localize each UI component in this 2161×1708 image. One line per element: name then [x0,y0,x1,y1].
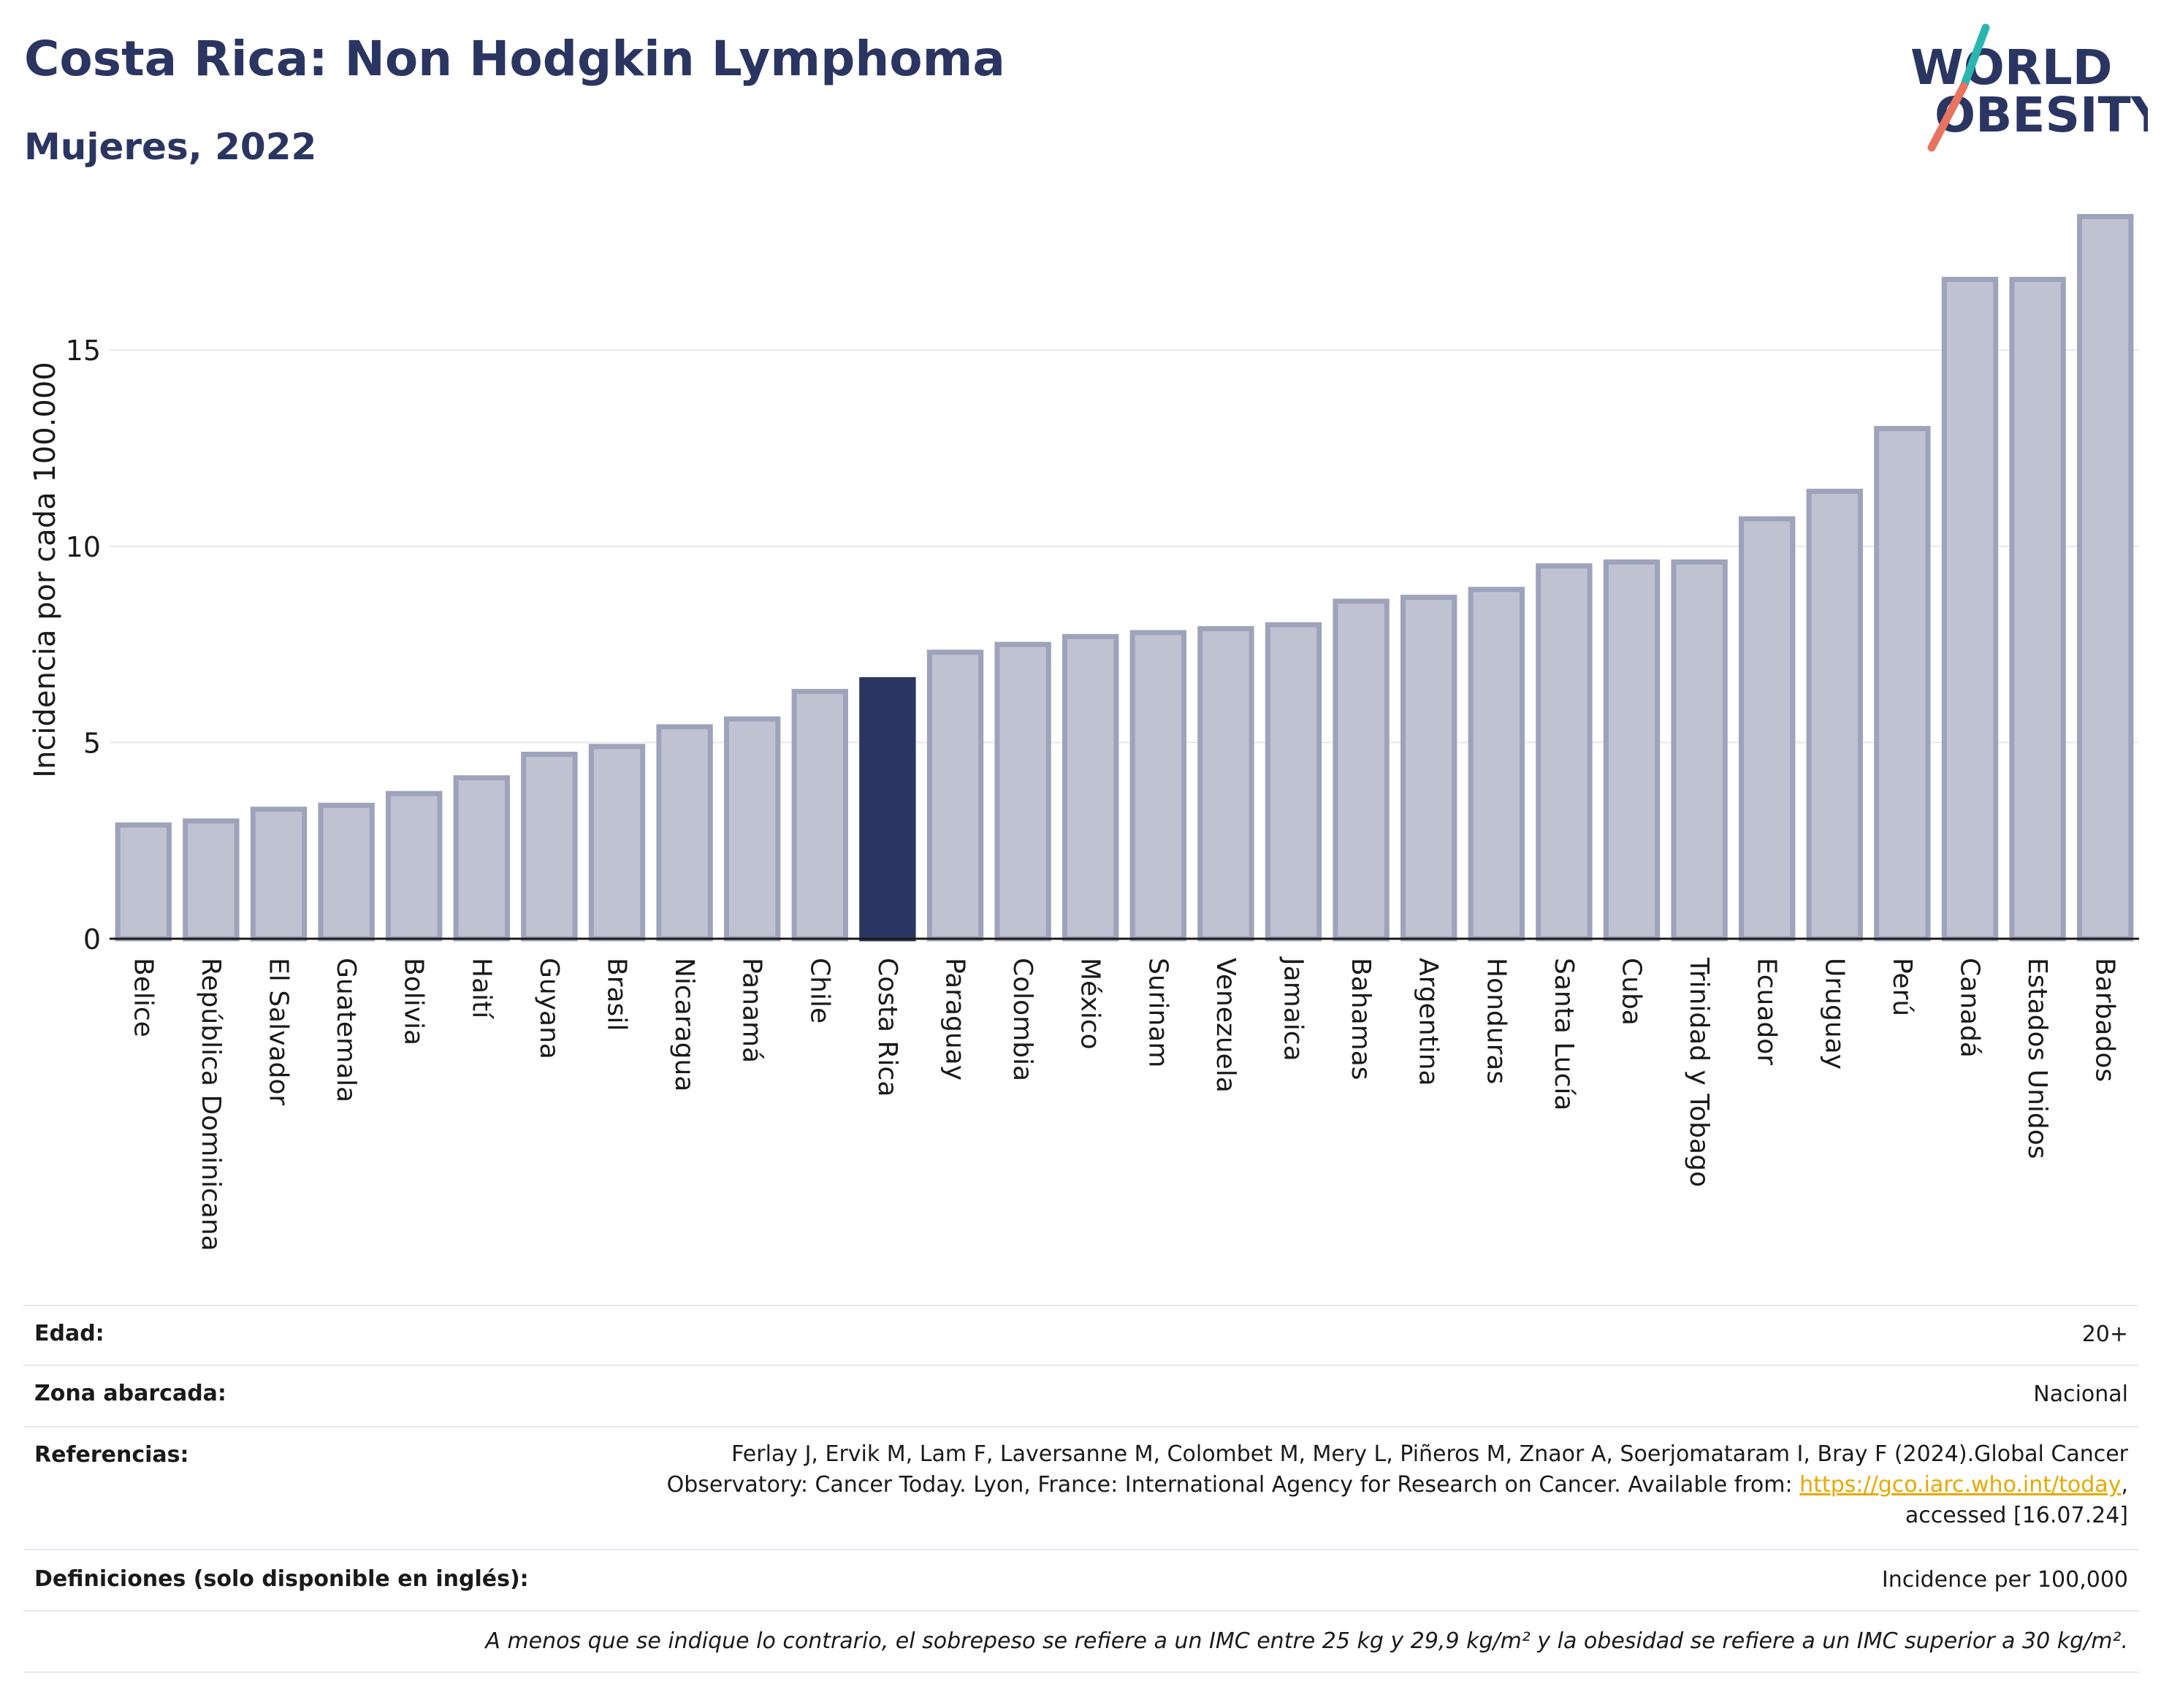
ref-line-2: Observatory: Cancer Today. Lyon, France:… [667,1470,2128,1501]
bar-costa-rica [859,676,916,942]
edad-label: Edad: [34,1321,104,1346]
x-tick-label: Haití [466,958,496,1019]
definiciones-value: Incidence per 100,000 [1881,1567,2128,1593]
definiciones-label: Definiciones (solo disponible en inglés)… [34,1566,529,1592]
bar-paraguay [926,649,984,942]
page-title: Costa Rica: Non Hodgkin Lymphoma [24,31,1005,87]
info-row-note: A menos que se indique lo contrario, el … [23,1612,2139,1673]
bar-nicaragua [656,724,713,942]
bar-brasil [588,744,646,942]
info-row-definiciones: Definiciones (solo disponible en inglés)… [23,1550,2139,1612]
x-tick-label: México [1075,958,1105,1050]
x-tick-label: Chile [804,958,834,1023]
info-table: Edad: 20+ Zona abarcada: Nacional Refere… [23,1305,2139,1673]
x-tick-label: Panamá [737,958,767,1063]
zona-label: Zona abarcada: [34,1381,226,1406]
bar-colombia [994,641,1051,942]
bar-barbados [2077,213,2134,942]
bar-chart: 0 5 10 15 Belice República Dominicana El Salv… [66,213,2139,1251]
bar-ecuador [1739,516,1796,942]
bar-bolivia [386,790,443,942]
bar-chile [791,689,848,942]
bar-surinam [1129,630,1186,942]
x-tick-label: Nicaragua [669,958,699,1091]
info-row-referencias: Referencias: Ferlay J, Ervik M, Lam F, L… [23,1427,2139,1550]
x-tick-label: Surinam [1143,958,1173,1067]
x-tick-label: Cuba [1617,958,1647,1026]
bar-el-salvador [250,807,308,942]
y-tick-label: 10 [66,531,101,563]
x-tick-label: Ecuador [1752,958,1782,1065]
page-subtitle: Mujeres, 2022 [24,126,317,168]
x-tick-label: Guatemala [331,958,361,1102]
ref-line-2-text: Observatory: Cancer Today. Lyon, France:… [666,1472,1793,1498]
y-tick-label: 5 [83,727,101,759]
bar-canadá [1941,276,1999,942]
bar-cuba [1603,559,1661,942]
bar-venezuela [1197,626,1254,942]
ref-line-2-comma: , [2121,1472,2128,1498]
x-tick-label: Honduras [1481,958,1511,1084]
logo-slash-red [1927,82,1968,152]
x-tick-label: Colombia [1007,958,1037,1081]
x-tick-label: Bolivia [399,958,429,1045]
bar-panamá [724,716,781,942]
y-axis-title: Incidencia por cada 100.000 [28,362,62,778]
x-tick-label: El Salvador [264,958,294,1105]
x-tick-label: República Dominicana [196,958,226,1251]
y-tick-label: 0 [83,923,101,956]
bar-perú [1874,426,1931,942]
grid-lines [110,349,2139,744]
x-tick-label: Barbados [2090,958,2120,1082]
bar-república-dominicana [183,818,240,942]
x-tick-label: Canadá [1955,958,1985,1058]
ref-link[interactable]: https://gco.iarc.who.int/today [1799,1472,2122,1498]
bar-bahamas [1333,598,1390,942]
x-tick-label: Trinidad y Tobago [1684,957,1714,1187]
x-tick-label: Santa Lucía [1549,958,1579,1110]
x-tick-label: Costa Rica [872,958,902,1097]
bar-guyana [521,752,578,942]
logo-text-world: WORLD [1910,39,2113,96]
logo-slash-teal [1959,23,1990,91]
x-tick-label: Argentina [1414,958,1444,1086]
x-tick-label: Venezuela [1211,958,1240,1093]
zona-value: Nacional [2033,1381,2128,1407]
x-tick-label: Bahamas [1346,958,1376,1080]
x-tick-label: Guyana [534,958,564,1059]
x-tick-label: Brasil [602,958,632,1031]
bar-haití [453,775,510,942]
x-tick-label: Paraguay [940,958,970,1080]
bar-uruguay [1806,489,1863,942]
ref-line-3: accessed [16.07.24] [1905,1503,2128,1528]
bar-méxico [1062,633,1119,942]
ref-line-1: Ferlay J, Ervik M, Lam F, Laversanne M, … [731,1441,2128,1467]
bar-guatemala [318,802,375,942]
bar-trinidad-y-tobago [1671,559,1728,942]
referencias-label: Referencias: [34,1442,189,1468]
referencias-value: Ferlay J, Ervik M, Lam F, Laversanne M, … [667,1439,2128,1531]
x-tick-label: Perú [1887,958,1917,1016]
x-tick-label: Jamaica [1278,956,1308,1061]
info-row-edad: Edad: 20+ [23,1306,2139,1366]
bar-santa-lucía [1536,563,1593,942]
y-tick-labels: 0 5 10 15 [66,335,101,956]
x-tick-labels: Belice República Dominicana El Salvador Gua… [128,956,2119,1251]
bars [110,213,2139,942]
logo-text-obesity: OBESITY [1935,87,2148,143]
y-tick-label: 15 [66,335,101,367]
bar-honduras [1468,587,1525,942]
obesity-note: A menos que se indique lo contrario, el … [485,1628,2128,1654]
x-tick-label: Belice [128,958,158,1037]
bar-belice [115,822,172,942]
world-obesity-logo: WORLD OBESITY [1910,23,2148,152]
bar-estados-unidos [2009,276,2066,942]
x-tick-label: Estados Unidos [2022,958,2052,1159]
bar-jamaica [1265,622,1322,942]
info-row-zona: Zona abarcada: Nacional [23,1366,2139,1427]
edad-value: 20+ [2081,1322,2128,1347]
bar-argentina [1400,595,1457,942]
x-tick-label: Uruguay [1819,958,1849,1070]
